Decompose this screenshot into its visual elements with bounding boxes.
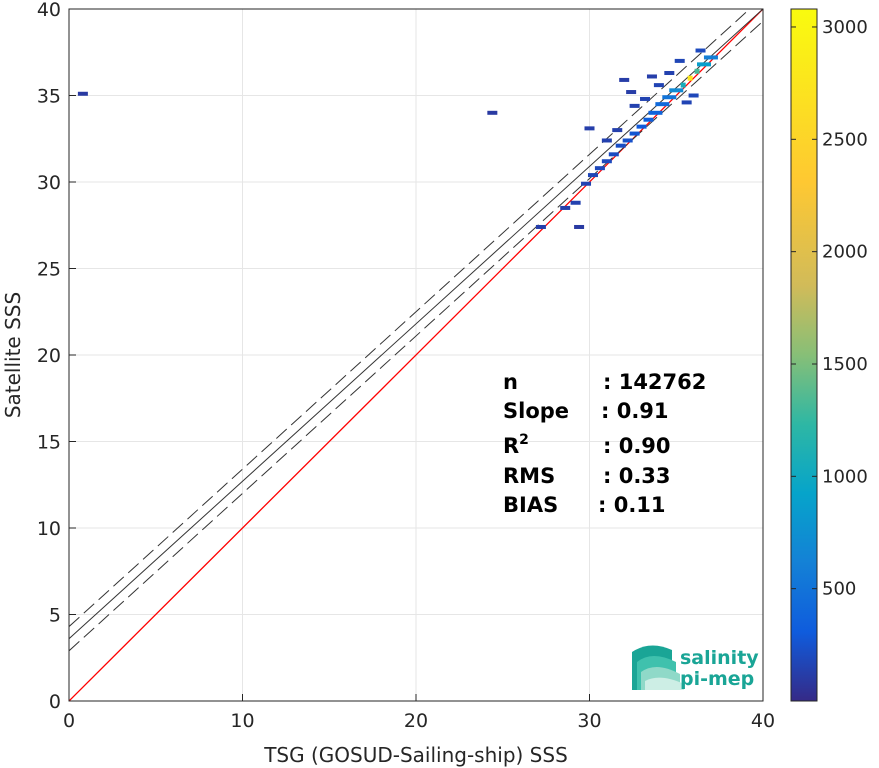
density-cell: [626, 90, 637, 95]
density-cell: [584, 126, 595, 131]
density-cell: [612, 128, 623, 133]
y-tick-label: 40: [37, 0, 61, 21]
density-cell: [674, 58, 685, 63]
colorbar-tick-label: 3000: [822, 17, 868, 38]
colorbar-ticks: 500 1000 1500 2000 2500 3000: [791, 17, 868, 600]
density-cell: [615, 143, 626, 148]
y-tick-label: 20: [37, 345, 61, 367]
stat-value: : 0.90: [603, 434, 671, 458]
colorbar-tick-label: 1500: [822, 354, 868, 375]
density-cell: [535, 224, 546, 229]
density-cell: [695, 48, 706, 53]
density-cell: [646, 74, 657, 79]
y-tick-label: 10: [37, 518, 61, 540]
density-cell: [694, 68, 700, 74]
y-tick-label: 5: [49, 605, 61, 627]
colorbar-tick-label: 500: [822, 579, 856, 600]
colorbar-tick-label: 1000: [822, 466, 868, 487]
density-cells: [77, 48, 718, 229]
density-cell: [581, 181, 592, 186]
x-tick-label: 20: [404, 710, 428, 732]
x-axis-label: TSG (GOSUD-Sailing-ship) SSS: [263, 743, 568, 767]
density-cell: [664, 71, 675, 76]
y-tick-label: 25: [37, 259, 61, 281]
density-cell: [662, 95, 677, 100]
confidence-line: [69, 9, 751, 627]
density-cell: [648, 110, 663, 115]
x-ticks: 0 10 20 30 40: [63, 694, 775, 732]
x-tick-label: 0: [63, 710, 75, 732]
wave-logo-icon: [632, 645, 684, 690]
density-cell: [594, 166, 605, 171]
density-cell: [629, 103, 640, 108]
stat-value: : 0.11: [598, 493, 666, 517]
density-cell: [669, 88, 684, 93]
fit-lines: [69, 9, 763, 701]
stat-label: BIAS: [503, 493, 558, 517]
confidence-line: [69, 20, 763, 652]
density-cell: [77, 91, 88, 96]
density-cell: [622, 138, 633, 143]
y-tick-label: 15: [37, 432, 61, 454]
density-cell: [629, 131, 640, 136]
density-cell: [587, 173, 598, 178]
x-tick-label: 30: [577, 710, 601, 732]
regression-line: [69, 9, 763, 640]
colorbar-tick-label: 2500: [822, 129, 868, 150]
stat-label: Slope: [503, 399, 569, 423]
density-cell: [643, 117, 654, 122]
salinity-pi-mep-logo: salinity pi-mep: [632, 645, 759, 690]
density-cell: [703, 55, 718, 60]
density-cell: [687, 75, 693, 81]
stat-label: R2: [503, 432, 529, 458]
y-axis-label: Satellite SSS: [1, 292, 25, 418]
y-ticks: 0 5 10 15 20 25 30 35 40: [37, 0, 76, 713]
stat-value: : 142762: [603, 370, 706, 394]
y-tick-label: 30: [37, 172, 61, 194]
density-cell: [570, 200, 581, 205]
stat-label: RMS: [503, 464, 555, 488]
stat-label: n: [503, 370, 518, 394]
density-cell: [601, 138, 612, 143]
identity-line: [69, 9, 763, 701]
density-cell: [619, 77, 630, 82]
density-cell: [655, 102, 670, 107]
x-tick-label: 10: [230, 710, 254, 732]
density-cell: [574, 224, 585, 229]
density-cell: [636, 124, 647, 129]
density-cell: [601, 159, 612, 164]
density-cell: [681, 100, 692, 105]
density-cell: [487, 110, 498, 115]
stat-value: : 0.91: [601, 399, 669, 423]
logo-line1: salinity: [680, 647, 759, 669]
y-tick-label: 0: [49, 691, 61, 713]
density-cell: [608, 152, 619, 157]
density-cell: [697, 62, 712, 67]
stats-box: n : 142762 Slope : 0.91 R2 : 0.90 RMS : 0.33 BIA…: [503, 370, 706, 517]
density-cell: [653, 83, 664, 88]
density-cell: [640, 96, 651, 101]
x-tick-label: 40: [751, 710, 775, 732]
colorbar: [790, 8, 818, 702]
density-cell: [680, 82, 686, 88]
stat-value: : 0.33: [603, 464, 671, 488]
colorbar-tick-label: 2000: [822, 242, 868, 263]
density-cell: [560, 205, 571, 210]
logo-line2: pi-mep: [680, 668, 754, 690]
y-tick-label: 35: [37, 86, 61, 108]
density-cell: [688, 93, 699, 98]
